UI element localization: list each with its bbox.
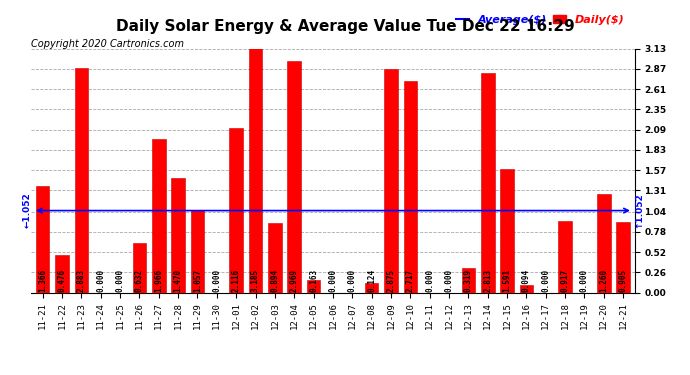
Bar <box>384 69 397 292</box>
Text: 0.000: 0.000 <box>541 269 551 292</box>
Bar <box>268 223 282 292</box>
Bar <box>481 74 495 292</box>
Bar <box>55 255 69 292</box>
Text: 2.717: 2.717 <box>406 269 415 292</box>
Bar <box>365 283 378 292</box>
Text: 0.000: 0.000 <box>115 269 125 292</box>
Bar <box>249 45 262 292</box>
Text: 2.813: 2.813 <box>483 269 492 292</box>
Bar <box>307 280 320 292</box>
Text: 0.000: 0.000 <box>580 269 589 292</box>
Bar <box>558 221 572 292</box>
Bar <box>190 210 204 292</box>
Text: ←1.052: ←1.052 <box>23 193 32 228</box>
Text: 0.917: 0.917 <box>561 269 570 292</box>
Text: 0.000: 0.000 <box>96 269 105 292</box>
Text: 2.883: 2.883 <box>77 269 86 292</box>
Bar <box>152 140 166 292</box>
Bar <box>597 194 611 292</box>
Text: Daily Solar Energy & Average Value Tue Dec 22 16:29: Daily Solar Energy & Average Value Tue D… <box>116 19 574 34</box>
Bar <box>404 81 417 292</box>
Text: 1.366: 1.366 <box>38 269 47 292</box>
Text: 0.894: 0.894 <box>270 269 279 292</box>
Text: ↑1.052: ↑1.052 <box>634 193 643 228</box>
Legend: Average($), Daily($): Average($), Daily($) <box>451 10 629 29</box>
Bar <box>171 178 185 292</box>
Text: 0.632: 0.632 <box>135 269 144 292</box>
Text: 0.000: 0.000 <box>328 269 337 292</box>
Text: 1.260: 1.260 <box>600 269 609 292</box>
Text: 0.000: 0.000 <box>213 269 221 292</box>
Text: 0.905: 0.905 <box>619 269 628 292</box>
Text: 1.057: 1.057 <box>193 269 202 292</box>
Text: 0.476: 0.476 <box>57 269 66 292</box>
Text: 2.116: 2.116 <box>232 269 241 292</box>
Text: 1.591: 1.591 <box>502 269 511 292</box>
Text: Copyright 2020 Cartronics.com: Copyright 2020 Cartronics.com <box>31 39 184 50</box>
Text: 3.185: 3.185 <box>251 269 260 292</box>
Text: 0.000: 0.000 <box>348 269 357 292</box>
Bar <box>520 285 533 292</box>
Text: 1.470: 1.470 <box>174 269 183 292</box>
Bar <box>616 222 630 292</box>
Text: 0.319: 0.319 <box>464 269 473 292</box>
Text: 0.094: 0.094 <box>522 269 531 292</box>
Bar <box>36 186 50 292</box>
Bar <box>75 68 88 292</box>
Text: 2.969: 2.969 <box>290 269 299 292</box>
Bar <box>132 243 146 292</box>
Bar <box>500 169 514 292</box>
Text: 1.966: 1.966 <box>155 269 164 292</box>
Text: 0.163: 0.163 <box>309 269 318 292</box>
Text: 2.875: 2.875 <box>386 269 395 292</box>
Bar <box>462 268 475 292</box>
Text: 0.124: 0.124 <box>367 269 376 292</box>
Bar <box>229 128 243 292</box>
Bar <box>288 61 301 292</box>
Text: 0.000: 0.000 <box>425 269 434 292</box>
Text: 0.000: 0.000 <box>444 269 453 292</box>
